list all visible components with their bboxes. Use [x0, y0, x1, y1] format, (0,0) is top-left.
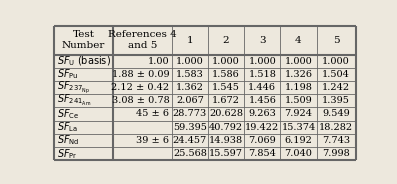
Text: 1.395: 1.395 — [322, 96, 350, 105]
Text: 25.568: 25.568 — [173, 149, 207, 158]
Text: 3: 3 — [259, 36, 266, 45]
Text: 6.192: 6.192 — [285, 136, 312, 145]
Text: References 4
and 5: References 4 and 5 — [108, 30, 177, 50]
Text: Test
Number: Test Number — [62, 30, 105, 50]
Text: 7.743: 7.743 — [322, 136, 350, 145]
Text: 59.395: 59.395 — [173, 123, 207, 132]
Text: $\mathit{SF}_{\mathrm{Ce}}$: $\mathit{SF}_{\mathrm{Ce}}$ — [57, 107, 79, 121]
Text: 20.628: 20.628 — [209, 109, 243, 118]
Text: 2.12 ± 0.42: 2.12 ± 0.42 — [111, 83, 170, 92]
Text: 1.518: 1.518 — [249, 70, 276, 79]
Text: 40.792: 40.792 — [209, 123, 243, 132]
Text: 1.000: 1.000 — [176, 57, 204, 66]
Text: $\mathit{SF}_{237_{\mathrm{Np}}}$: $\mathit{SF}_{237_{\mathrm{Np}}}$ — [57, 79, 90, 96]
Text: 1.242: 1.242 — [322, 83, 350, 92]
Text: 2.067: 2.067 — [176, 96, 204, 105]
Text: 9.263: 9.263 — [249, 109, 276, 118]
Text: 1.00: 1.00 — [148, 57, 170, 66]
Text: $\mathit{SF}_{\mathrm{U}}$ (basis): $\mathit{SF}_{\mathrm{U}}$ (basis) — [57, 54, 111, 68]
Text: 1.456: 1.456 — [249, 96, 276, 105]
Text: 45 ± 6: 45 ± 6 — [137, 109, 170, 118]
Text: 1.198: 1.198 — [285, 83, 312, 92]
Text: 1.326: 1.326 — [285, 70, 312, 79]
Text: 1.583: 1.583 — [176, 70, 204, 79]
Text: 1.000: 1.000 — [249, 57, 276, 66]
Text: 7.924: 7.924 — [285, 109, 312, 118]
Text: 1.000: 1.000 — [322, 57, 350, 66]
Text: 15.374: 15.374 — [281, 123, 316, 132]
Text: 5: 5 — [333, 36, 339, 45]
Text: 15.597: 15.597 — [209, 149, 243, 158]
Text: 2: 2 — [223, 36, 229, 45]
Text: 7.040: 7.040 — [285, 149, 312, 158]
Text: 1.000: 1.000 — [212, 57, 240, 66]
Text: 1.88 ± 0.09: 1.88 ± 0.09 — [112, 70, 170, 79]
Text: 1.362: 1.362 — [176, 83, 204, 92]
Text: 1.000: 1.000 — [285, 57, 312, 66]
Text: $\mathit{SF}_{\mathrm{Pu}}$: $\mathit{SF}_{\mathrm{Pu}}$ — [57, 68, 78, 81]
Text: 7.854: 7.854 — [249, 149, 276, 158]
Text: 1.509: 1.509 — [285, 96, 312, 105]
Text: 19.422: 19.422 — [245, 123, 279, 132]
Text: 24.457: 24.457 — [173, 136, 207, 145]
Text: 7.998: 7.998 — [322, 149, 350, 158]
Text: 14.938: 14.938 — [209, 136, 243, 145]
Text: 1.586: 1.586 — [212, 70, 240, 79]
Text: 9.549: 9.549 — [322, 109, 350, 118]
Text: 4: 4 — [295, 36, 302, 45]
Text: 1.446: 1.446 — [248, 83, 276, 92]
Text: 39 ± 6: 39 ± 6 — [137, 136, 170, 145]
Text: $\mathit{SF}_{\mathrm{La}}$: $\mathit{SF}_{\mathrm{La}}$ — [57, 120, 78, 134]
Text: 1.545: 1.545 — [212, 83, 240, 92]
Text: 1.504: 1.504 — [322, 70, 350, 79]
Text: $\mathit{SF}_{\mathrm{Nd}}$: $\mathit{SF}_{\mathrm{Nd}}$ — [57, 134, 79, 147]
Text: 1.672: 1.672 — [212, 96, 240, 105]
Text: 1: 1 — [187, 36, 193, 45]
Text: 7.069: 7.069 — [249, 136, 276, 145]
Text: $\mathit{SF}_{241_{\mathrm{Am}}}$: $\mathit{SF}_{241_{\mathrm{Am}}}$ — [57, 93, 91, 108]
Text: $\mathit{SF}_{\mathrm{Pr}}$: $\mathit{SF}_{\mathrm{Pr}}$ — [57, 147, 77, 160]
Text: 3.08 ± 0.78: 3.08 ± 0.78 — [112, 96, 170, 105]
Text: 18.282: 18.282 — [319, 123, 353, 132]
Text: 28.773: 28.773 — [173, 109, 207, 118]
